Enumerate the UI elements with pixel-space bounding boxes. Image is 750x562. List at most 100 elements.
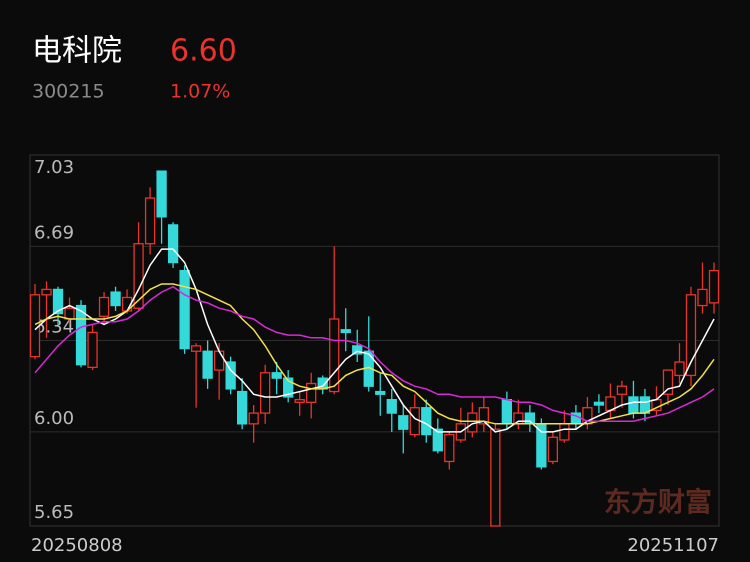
candle bbox=[29, 284, 41, 360]
candle bbox=[144, 187, 156, 255]
candle-body bbox=[52, 288, 64, 315]
candle bbox=[536, 418, 547, 470]
candle bbox=[225, 356, 236, 395]
candle bbox=[87, 324, 98, 371]
candle-body bbox=[628, 396, 639, 414]
candle bbox=[260, 364, 271, 424]
candle-body bbox=[294, 398, 305, 403]
candle-body bbox=[179, 269, 190, 350]
candle-body bbox=[144, 197, 156, 245]
candle bbox=[329, 246, 340, 395]
candle bbox=[156, 170, 167, 244]
candle-body bbox=[524, 412, 536, 425]
candle-body bbox=[271, 372, 282, 379]
candle-body bbox=[283, 377, 294, 398]
candle-body bbox=[662, 369, 674, 395]
candle-body bbox=[536, 423, 547, 468]
candle-body bbox=[432, 428, 443, 452]
candle-body bbox=[352, 345, 363, 355]
x-tick-label: 20251107 bbox=[627, 535, 719, 556]
candle bbox=[283, 370, 294, 403]
candle-body bbox=[639, 396, 651, 414]
candle bbox=[444, 431, 455, 470]
candle-body bbox=[478, 407, 489, 425]
candle-body bbox=[64, 307, 75, 320]
y-tick-label: 6.00 bbox=[34, 408, 74, 429]
candle-body bbox=[225, 361, 236, 390]
candle bbox=[110, 286, 121, 311]
candle-body bbox=[110, 291, 121, 307]
candle-body bbox=[213, 350, 225, 371]
candle bbox=[513, 399, 524, 430]
candle-body bbox=[329, 318, 340, 393]
candle-body bbox=[87, 331, 98, 369]
candle bbox=[398, 405, 409, 454]
candle-body bbox=[202, 350, 213, 379]
candle-body bbox=[398, 415, 409, 430]
candle-body bbox=[444, 433, 455, 463]
candle bbox=[490, 423, 501, 527]
candle bbox=[605, 383, 616, 419]
candle-body bbox=[133, 243, 144, 309]
candle-body bbox=[167, 224, 179, 264]
price-change: 1.07% bbox=[170, 81, 230, 103]
moving-average-line bbox=[34, 285, 715, 422]
candle bbox=[248, 405, 259, 443]
candle bbox=[455, 407, 466, 443]
candle bbox=[340, 308, 351, 352]
candle bbox=[41, 281, 52, 338]
candle bbox=[317, 375, 328, 395]
candle-body bbox=[75, 304, 87, 366]
candle bbox=[179, 265, 190, 354]
candle bbox=[524, 405, 536, 432]
candle bbox=[547, 431, 559, 465]
candle bbox=[662, 369, 674, 406]
stock-price: 6.60 bbox=[170, 34, 237, 69]
y-tick-label: 5.65 bbox=[34, 502, 74, 523]
candle bbox=[616, 380, 628, 408]
candle-body bbox=[375, 390, 386, 395]
candle bbox=[639, 388, 651, 422]
candle bbox=[202, 340, 213, 389]
candle-body bbox=[237, 390, 248, 425]
candle-body bbox=[386, 398, 397, 414]
candle bbox=[674, 343, 685, 384]
candle bbox=[559, 410, 570, 443]
candle-body bbox=[29, 294, 41, 358]
candle bbox=[352, 329, 363, 363]
candle-body bbox=[260, 372, 271, 414]
candle bbox=[294, 391, 305, 416]
candle bbox=[467, 402, 478, 438]
stock-name: 电科院 bbox=[32, 34, 122, 69]
candle-body bbox=[409, 407, 420, 436]
candle bbox=[375, 372, 386, 416]
candle-body bbox=[306, 382, 317, 403]
candle bbox=[697, 262, 708, 314]
candle bbox=[167, 222, 179, 268]
candle-body bbox=[501, 398, 512, 425]
candle bbox=[593, 394, 605, 414]
candle bbox=[685, 286, 697, 387]
candle-body bbox=[190, 345, 202, 352]
candle bbox=[478, 396, 489, 432]
y-tick-label: 7.03 bbox=[34, 157, 74, 178]
candle bbox=[271, 362, 282, 395]
candle bbox=[708, 262, 720, 314]
candle-body bbox=[616, 385, 628, 395]
moving-average-line bbox=[34, 248, 715, 433]
candle-body bbox=[593, 401, 605, 406]
candle-body bbox=[685, 294, 697, 377]
candle-body bbox=[674, 361, 685, 377]
candle bbox=[306, 372, 317, 419]
candle-body bbox=[708, 269, 720, 304]
candle-body bbox=[41, 288, 52, 296]
candle bbox=[237, 378, 248, 430]
x-tick-label: 20250808 bbox=[31, 535, 123, 556]
candle-body bbox=[559, 423, 570, 441]
candle-body bbox=[490, 428, 501, 527]
candle-body bbox=[421, 407, 432, 436]
candle bbox=[133, 222, 144, 311]
stock-code: 300215 bbox=[32, 81, 105, 103]
